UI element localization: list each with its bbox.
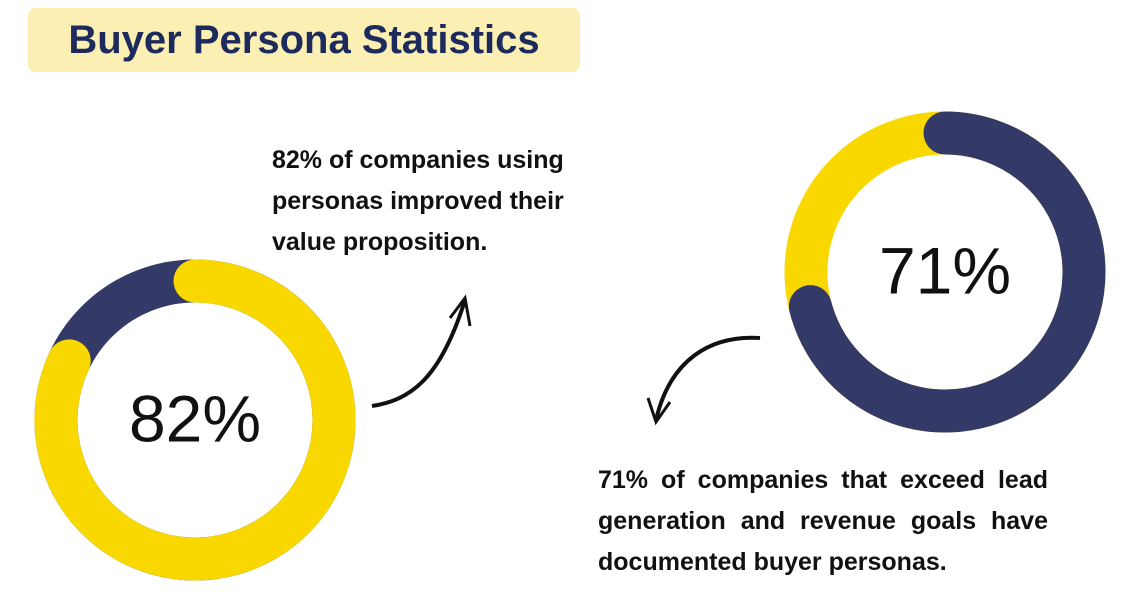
annotation: 82% of companies using personas improved… [272, 146, 564, 256]
arrow [654, 335, 761, 421]
arrow-head [448, 294, 472, 327]
donut-segment [788, 111, 1106, 433]
value-label: 82% [129, 381, 261, 455]
annotation: 71% of companies that exceed lead genera… [598, 466, 1048, 576]
arrow-head [646, 397, 672, 426]
donut-segment [34, 259, 356, 581]
arrow [371, 299, 467, 408]
value-label: 71% [879, 233, 1011, 307]
title: Buyer Persona Statistics [28, 8, 580, 72]
